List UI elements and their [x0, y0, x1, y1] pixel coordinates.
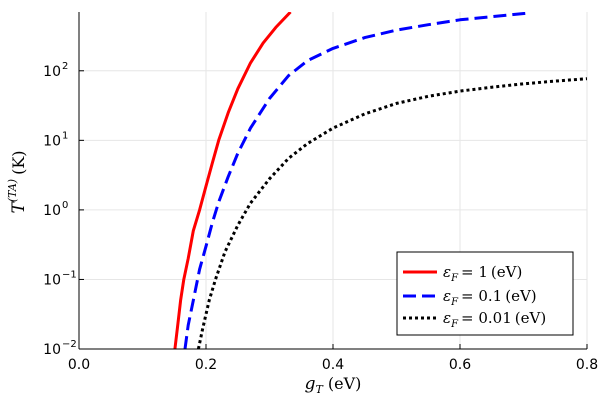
y-tick-label-3: 10	[43, 133, 61, 149]
legend: εF = 1 (eV) εF = 0.1 (eV) εF = 0.01 (eV)	[396, 251, 574, 336]
x-tick-label-4: 0.8	[576, 357, 598, 373]
legend-box	[396, 251, 574, 336]
x-tick-label-3: 0.6	[449, 357, 471, 373]
x-ticks: 0.0 0.2 0.4 0.6 0.8	[68, 344, 598, 373]
y-tick-label-2: 10	[43, 203, 61, 219]
y-tick-exponent-0: −2	[62, 339, 77, 350]
x-axis-label: gT (eV)	[305, 374, 362, 396]
series-line-3	[196, 77, 587, 349]
y-tick-exponent-2: 0	[62, 200, 68, 211]
x-tick-label-2: 0.4	[322, 357, 344, 373]
legend-entry-1: εF = 1 (eV)	[403, 263, 522, 284]
y-axis-label: T(TA)(K)	[6, 150, 29, 213]
y-tick-exponent-4: 2	[62, 61, 68, 72]
x-tick-label-0: 0.0	[68, 357, 90, 373]
plot-lines	[173, 12, 587, 349]
series-line-2	[183, 12, 530, 349]
y-tick-label-4: 10	[43, 64, 61, 80]
legend-entry-3: εF = 0.01 (eV)	[403, 309, 546, 330]
legend-label-3: εF = 0.01 (eV)	[443, 309, 546, 330]
legend-label-2: εF = 0.1 (eV)	[443, 287, 537, 308]
y-tick-exponent-3: 1	[62, 130, 68, 141]
y-tick-exponent-1: −1	[62, 269, 77, 280]
legend-label-1: εF = 1 (eV)	[443, 263, 522, 284]
y-tick-label-1: 10	[43, 272, 61, 288]
x-tick-label-1: 0.2	[195, 357, 217, 373]
y-tick-label-0: 10	[43, 342, 61, 358]
series-line-1	[173, 12, 292, 349]
legend-entry-2: εF = 0.1 (eV)	[403, 287, 537, 308]
